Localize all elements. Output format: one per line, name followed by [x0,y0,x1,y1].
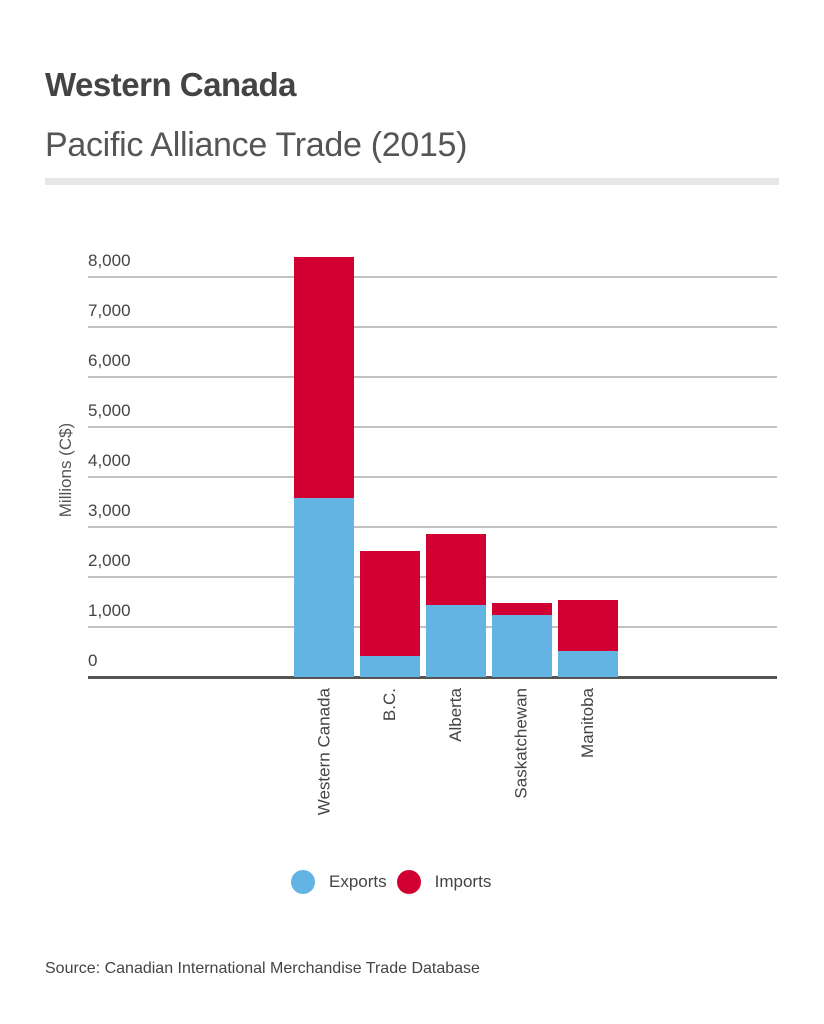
y-tick-label: 5,000 [88,401,131,420]
gridline [88,376,777,378]
y-tick-label: 1,000 [88,601,131,620]
legend-label-exports: Exports [329,872,387,891]
bar-segment-imports[interactable] [558,600,618,651]
x-tick-label: Manitoba [577,688,597,758]
legend-label-imports: Imports [434,872,492,891]
x-tick-label: Saskatchewan [511,688,531,799]
bar-segment-exports[interactable] [492,615,552,677]
bar-manitoba[interactable] [558,600,618,677]
y-tick-label: 7,000 [88,301,131,320]
bar-b-c[interactable] [360,551,420,677]
imports-swatch-icon [396,870,421,894]
x-tick-label: Alberta [445,688,465,742]
x-tick-label: Western Canada [314,688,334,816]
bar-alberta[interactable] [426,534,486,677]
bar-segment-exports[interactable] [360,656,420,677]
bar-segment-exports[interactable] [558,651,618,677]
bar-segment-imports[interactable] [426,534,486,605]
gridline [88,476,777,478]
y-tick-label: 8,000 [88,251,131,270]
bar-saskatchewan[interactable] [492,603,552,677]
exports-swatch-icon [291,870,315,894]
bar-segment-imports[interactable] [294,257,354,498]
x-tick-label: B.C. [380,688,400,722]
bar-segment-exports[interactable] [294,498,354,677]
legend-item-exports[interactable]: Exports [291,870,387,894]
gridline [88,276,777,278]
y-tick-label: 0 [88,651,98,670]
y-tick-label: 2,000 [88,551,131,570]
y-tick-label: 6,000 [88,351,131,370]
title-divider [45,178,779,185]
bar-segment-imports[interactable] [492,603,552,615]
chart-title: Western Canada [45,66,296,103]
legend-item-imports[interactable]: Imports [396,870,492,894]
chart-subtitle: Pacific Alliance Trade (2015) [45,126,468,164]
legend: Exports Imports [291,870,501,894]
source-note: Source: Canadian International Merchandi… [45,960,480,977]
y-tick-label: 3,000 [88,501,131,520]
y-tick-label: 4,000 [88,451,131,470]
gridline [88,326,777,328]
gridline [88,426,777,428]
y-axis-label: Millions (C$) [56,422,75,518]
bar-segment-exports[interactable] [426,605,486,677]
bar-segment-imports[interactable] [360,551,420,656]
bar-western-canada[interactable] [294,257,354,677]
x-axis-line [88,676,777,679]
gridline [88,526,777,528]
